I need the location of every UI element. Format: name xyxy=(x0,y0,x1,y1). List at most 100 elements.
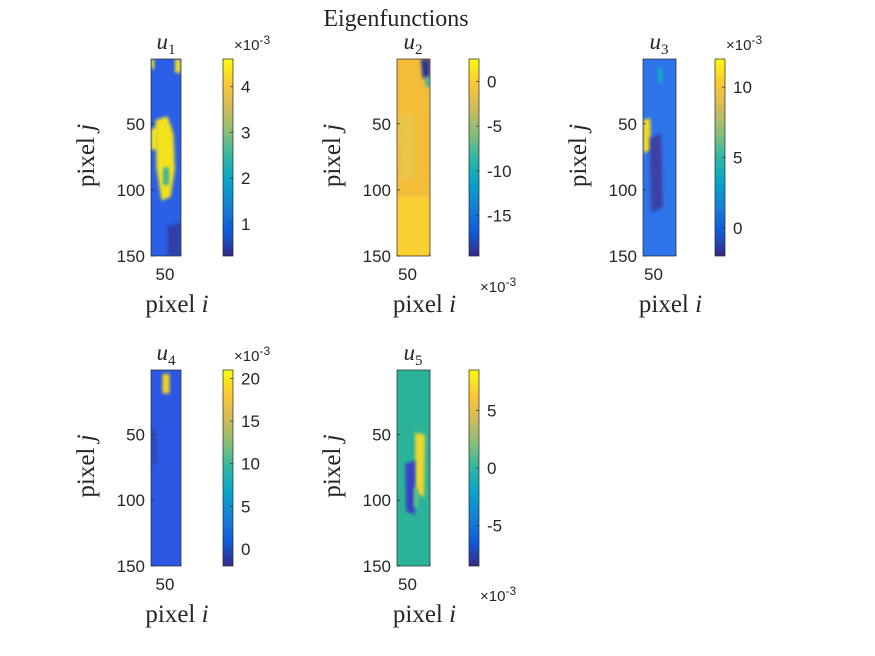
subplot-title: u3 xyxy=(650,29,669,58)
heatmap-image xyxy=(397,59,430,256)
colorbar-tick-label: 4 xyxy=(241,77,250,96)
heatmap-region xyxy=(420,59,430,79)
subplot-title-subscript: 4 xyxy=(168,353,176,369)
y-tick-label: 50 xyxy=(126,425,145,444)
heatmap-region xyxy=(397,196,430,256)
colorbar: 1 2 3 4 ×10-3 xyxy=(222,33,270,257)
x-tick-label: 50 xyxy=(156,265,175,284)
colorbar-tick-label: -15 xyxy=(487,207,512,226)
heatmap-image xyxy=(151,59,181,256)
colorbar-tick-label: 0 xyxy=(487,72,496,91)
colorbar-exponent: ×10-3 xyxy=(234,33,270,54)
y-tick-label: 100 xyxy=(609,181,637,200)
subplot-title: u5 xyxy=(404,340,423,369)
heatmap-region xyxy=(657,66,663,83)
axes-frame xyxy=(396,369,431,567)
colorbar-tick-label: -5 xyxy=(487,117,502,136)
y-tick-label: 100 xyxy=(117,181,145,200)
y-tick-label: 100 xyxy=(363,181,391,200)
heatmap-region xyxy=(413,487,419,508)
colorbar-tick-label: 10 xyxy=(733,78,752,97)
colorbar-gradient xyxy=(222,58,234,257)
heatmap-region xyxy=(167,222,181,256)
colorbar-exponent: ×10-3 xyxy=(234,344,270,365)
colorbar-gradient xyxy=(468,58,480,257)
heatmap-region xyxy=(162,373,170,394)
heatmap-region xyxy=(405,460,416,515)
subplot-title-base: u xyxy=(404,29,416,54)
figure-title: Eigenfunctions xyxy=(323,6,468,32)
colorbar-tick-label: 0 xyxy=(733,219,742,238)
colorbar-tick-label: 5 xyxy=(241,497,250,516)
y-tick-label: 150 xyxy=(363,247,391,266)
heatmap-region xyxy=(151,59,155,69)
y-axis-label: pixel j xyxy=(319,434,346,497)
y-tick-label: 100 xyxy=(117,491,145,510)
subplot-title-subscript: 1 xyxy=(168,42,176,58)
axes-frame xyxy=(396,58,431,257)
y-axis-label: pixel j xyxy=(319,124,346,187)
y-tick-label: 100 xyxy=(363,491,391,510)
x-tick-label: 50 xyxy=(644,265,663,284)
subplot-title-subscript: 5 xyxy=(415,353,423,369)
y-tick-label: 150 xyxy=(609,247,637,266)
subplot-title: u2 xyxy=(404,29,423,58)
heatmap-region xyxy=(425,76,430,87)
colorbar-tick-label: 5 xyxy=(487,401,496,420)
y-tick-label: 50 xyxy=(372,115,391,134)
panel-1: 50 100 150 50 u1 pixel i pixel j 1 2 3 4 ×10-3 xyxy=(73,29,270,318)
colorbar-tick-label: -5 xyxy=(487,517,502,536)
colorbar-tick-label: 1 xyxy=(241,215,250,234)
x-axis-label: pixel i xyxy=(393,601,456,628)
subplot-title-base: u xyxy=(404,340,416,365)
colorbar-tick-label: 5 xyxy=(733,149,742,168)
y-tick-label: 150 xyxy=(363,557,391,576)
axes-frame xyxy=(150,369,182,567)
heatmap-region xyxy=(643,118,651,154)
colorbar: 0 -5 -10 -15 ×10-3 xyxy=(468,58,516,296)
heatmap-region xyxy=(415,432,426,498)
heatmap-region xyxy=(155,116,175,201)
y-tick-label: 50 xyxy=(126,115,145,134)
heatmap-region xyxy=(151,428,157,465)
y-axis-label: pixel j xyxy=(565,124,592,187)
colorbar-exponent: ×10-3 xyxy=(480,275,516,296)
colorbar-exponent: ×10-3 xyxy=(726,33,762,54)
colorbar-tick-label: 10 xyxy=(241,455,260,474)
colorbar-tick-label: 20 xyxy=(241,370,260,389)
subplot-title-base: u xyxy=(650,29,662,54)
heatmap-image xyxy=(397,370,430,566)
x-axis-label: pixel i xyxy=(145,601,208,628)
subplot-title-base: u xyxy=(157,340,169,365)
heatmap-background xyxy=(151,370,181,566)
x-axis-label: pixel i xyxy=(145,291,208,318)
x-axis-label: pixel i xyxy=(639,291,702,318)
x-tick-label: 50 xyxy=(398,265,417,284)
colorbar: 20 15 10 5 0 ×10-3 xyxy=(222,344,270,567)
y-tick-label: 150 xyxy=(117,247,145,266)
colorbar-tick-label: -10 xyxy=(487,162,512,181)
y-axis-label: pixel j xyxy=(73,434,100,497)
heatmap-region xyxy=(398,114,416,182)
heatmap-image xyxy=(151,370,181,566)
y-tick-label: 150 xyxy=(117,557,145,576)
heatmap-image xyxy=(643,59,676,256)
panel-2: 50 100 150 50 u2 pixel i pixel j 0 -5 -10 -15 ×10-3 xyxy=(319,29,516,318)
heatmap-region xyxy=(175,59,181,73)
colorbar-tick-label: 3 xyxy=(241,123,250,142)
heatmap-region xyxy=(163,167,169,186)
colorbar-tick-label: 2 xyxy=(241,169,250,188)
x-tick-label: 50 xyxy=(156,575,175,594)
colorbar-tick-label: 0 xyxy=(241,540,250,559)
x-axis-label: pixel i xyxy=(393,291,456,318)
heatmap-region xyxy=(151,126,158,150)
y-axis-label: pixel j xyxy=(73,124,100,187)
subplot-title: u1 xyxy=(157,29,176,58)
colorbar-tick-label: 0 xyxy=(487,459,496,478)
subplot-title-subscript: 2 xyxy=(415,42,423,58)
